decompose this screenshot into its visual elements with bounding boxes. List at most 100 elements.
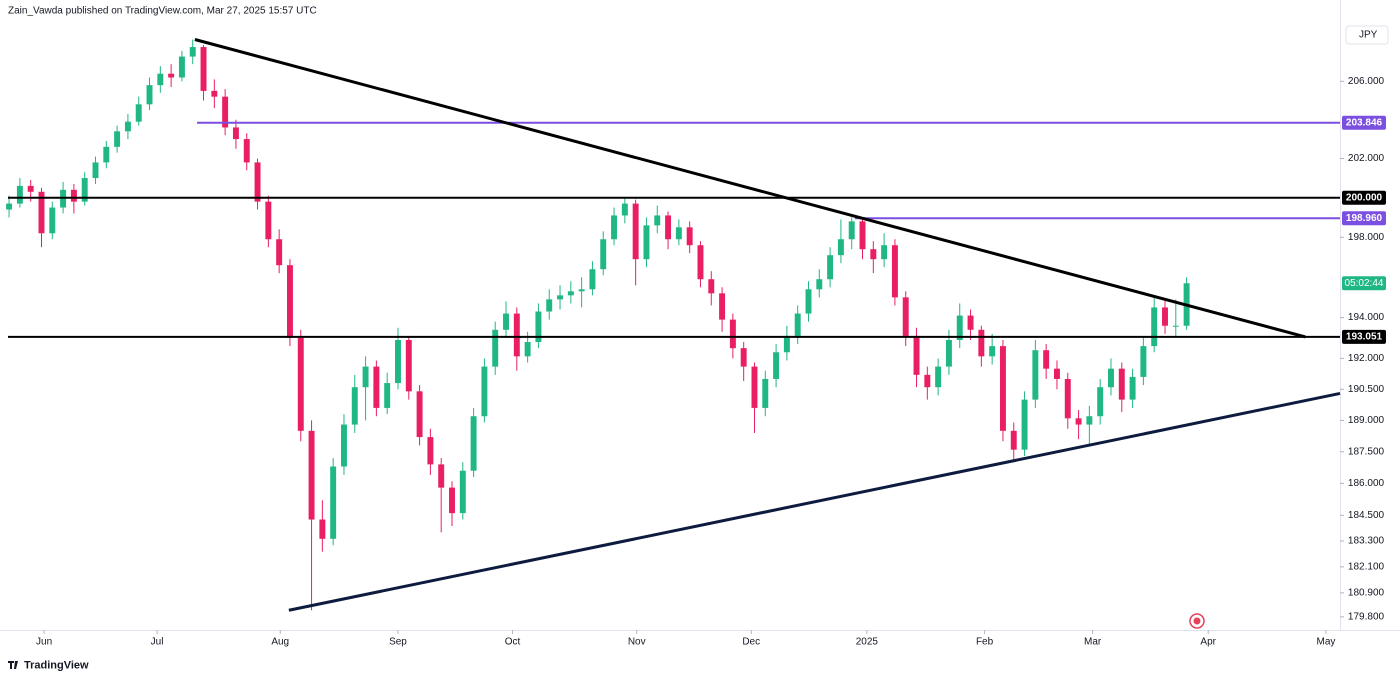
x-tick-label: Aug [271,637,289,648]
candle-body [859,221,866,250]
candle-body [611,215,618,240]
candle-body [967,315,974,330]
candle-body [330,466,337,539]
candle-body [384,383,391,408]
candle-body [27,185,34,192]
candle-body [729,319,736,349]
candle-body [783,335,790,353]
level-label: 193.051 [1346,332,1383,343]
candle-body [265,201,272,240]
plot [6,38,1341,612]
candle-body [341,424,347,467]
y-tick-label: 184.500 [1348,510,1385,521]
candle-body [1032,350,1039,400]
x-tick-label: Mar [1084,637,1102,648]
candle-body [503,313,509,330]
countdown-box [1342,276,1386,291]
candle-body [1140,346,1147,377]
currency: JPY [1359,30,1378,41]
y-tick-label: 180.900 [1348,587,1385,598]
candle-body [114,131,121,147]
candle-body [373,366,380,408]
candle-body [135,104,142,122]
x-tick-label: Feb [976,637,994,648]
candle-body [740,348,747,367]
candle-body [168,73,175,78]
candle-body [81,178,88,202]
tv-logo-icon [8,661,18,669]
candle-body [449,487,455,514]
candle-body [881,245,888,260]
x-tick-label: Nov [628,637,646,648]
candle-body [794,313,801,336]
candle-body [686,227,693,246]
y-tick-label: 186.000 [1348,478,1385,489]
candle-body [362,366,369,388]
candle-body [837,239,844,256]
candle-body [956,315,963,340]
candle-body [211,90,218,97]
tv-logo-text: TradingView [24,659,89,671]
y-tick-label: 182.100 [1348,561,1385,572]
candle-body [157,73,164,86]
y-tick-label: 192.000 [1348,353,1385,364]
candle-body [200,47,207,91]
level-box [1342,190,1386,205]
candle-body [276,239,283,266]
level-box [1342,211,1386,226]
y-tick-label: 187.500 [1348,446,1385,457]
candle-body [286,265,293,338]
candle-body [178,56,185,78]
x-tick-label: Oct [505,637,521,648]
candle-body [816,279,823,290]
candle-body [189,47,196,57]
trendline [194,38,1306,339]
candle-body [1162,307,1168,326]
candle-body [254,162,261,202]
candle-body [1043,350,1050,369]
candle-body [1108,368,1114,388]
x-tick-label: Jun [36,637,52,648]
candle-body [438,464,445,488]
candle-body [708,279,715,294]
candle-body [870,249,877,260]
candle-body [773,352,780,379]
candle-body [762,378,769,408]
tv-logo: TradingView [8,659,89,671]
candle-body [1086,416,1093,425]
trendline [288,391,1341,612]
candle-body [146,85,153,105]
candle-body [6,203,13,210]
candle-body [600,239,607,270]
candle-body [49,207,56,234]
candle-body [459,470,466,514]
candle-body [578,289,585,292]
event-icon [1189,613,1205,629]
y-tick-label: 190.500 [1348,384,1385,395]
candle-body [978,329,985,357]
y-tick-label: 198.000 [1348,232,1385,243]
candle-body [427,437,434,465]
level-label: 203.846 [1346,117,1383,128]
candle-body [1053,368,1060,379]
candle-body [351,387,358,425]
header-title: Zain_Vawda published on TradingView.com,… [8,6,317,17]
y-tick-label: 183.300 [1348,536,1385,547]
candle-body [805,289,812,314]
candle-body [524,342,531,357]
candle-body [70,189,77,202]
candle-body [827,255,834,280]
y-tick-label: 189.000 [1348,415,1385,426]
candle-body [621,203,628,216]
candle-body [1075,418,1082,425]
level-box [1342,115,1386,130]
candle-body [913,335,920,375]
y-tick-label: 202.000 [1348,153,1385,164]
level-label: 200.000 [1346,192,1383,203]
candle-body [16,185,23,204]
candle-body [557,295,563,300]
candle-body [643,225,650,260]
candle-body [416,391,423,438]
candle-body [1097,387,1104,417]
